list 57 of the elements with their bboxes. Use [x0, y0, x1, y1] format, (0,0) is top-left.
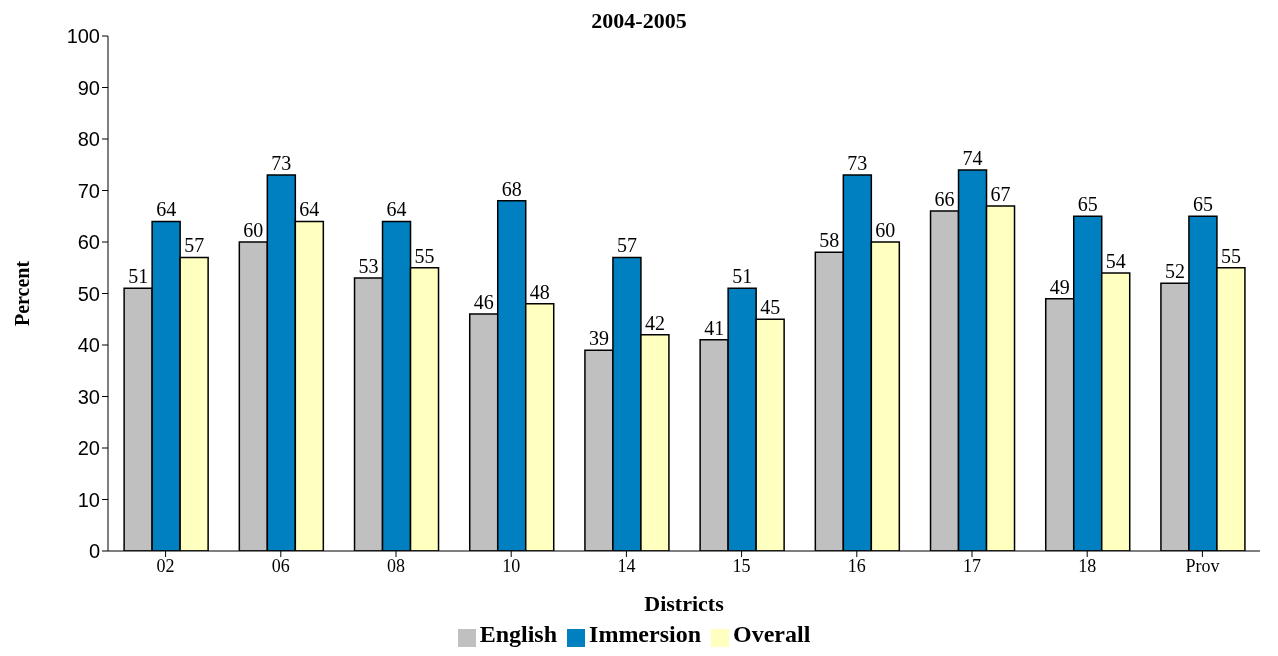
data-label: 51 [128, 265, 149, 288]
x-tick-label: 10 [502, 555, 521, 576]
data-label: 53 [358, 255, 379, 278]
data-label: 73 [847, 152, 868, 175]
x-tick-label: Prov [1185, 555, 1220, 576]
legend-label: English [479, 621, 558, 647]
chart-title: 2004-2005 [591, 8, 687, 33]
data-label: 74 [962, 146, 983, 169]
legend-label: Immersion [589, 621, 702, 647]
data-label: 57 [184, 234, 205, 257]
x-tick-label: 15 [732, 555, 751, 576]
data-label: 52 [1164, 260, 1185, 283]
data-label: 67 [990, 182, 1011, 205]
y-tick-label: 50 [77, 282, 100, 305]
y-tick-label: 30 [77, 385, 100, 408]
data-label: 55 [1220, 244, 1241, 267]
data-label: 49 [1049, 275, 1070, 298]
data-label: 51 [732, 265, 753, 288]
x-tick-label: 18 [1078, 555, 1097, 576]
data-label: 54 [1105, 249, 1126, 272]
x-tick-label: 08 [387, 555, 405, 576]
x-tick-label: 06 [271, 555, 290, 576]
data-label: 46 [473, 291, 494, 314]
data-label: 55 [414, 244, 435, 267]
x-tick-label: 14 [617, 555, 636, 576]
data-label: 41 [704, 316, 725, 339]
y-tick-label: 20 [77, 437, 100, 460]
data-label: 64 [156, 198, 177, 221]
data-label: 45 [760, 296, 781, 319]
y-tick-label: 40 [77, 334, 100, 357]
y-tick-label: 60 [77, 231, 100, 254]
data-label: 64 [299, 198, 320, 221]
y-axis-title: Percent [11, 260, 34, 327]
legend-label: Overall [733, 621, 811, 647]
data-label: 65 [1077, 193, 1098, 216]
y-tick-label: 90 [77, 76, 100, 99]
x-tick-label: 16 [847, 555, 866, 576]
y-tick-label: 70 [77, 179, 100, 202]
data-label: 57 [616, 234, 637, 257]
data-label: 73 [271, 152, 292, 175]
data-label: 42 [644, 311, 665, 334]
y-tick-label: 0 [88, 540, 100, 563]
x-tick-label: 02 [156, 555, 175, 576]
data-label: 39 [588, 327, 609, 350]
data-label: 60 [875, 219, 896, 241]
data-label: 64 [386, 198, 407, 221]
data-label: 60 [243, 219, 264, 241]
x-axis-title: Districts [644, 591, 725, 616]
data-label: 48 [529, 280, 550, 303]
x-tick-label: 17 [963, 555, 981, 576]
data-label: 58 [819, 229, 840, 252]
data-label: 65 [1192, 193, 1213, 216]
data-label: 68 [501, 177, 522, 200]
y-tick-label: 10 [77, 488, 100, 511]
y-tick-label: 80 [77, 128, 100, 151]
data-label: 66 [934, 188, 955, 211]
y-tick-label: 100 [66, 25, 100, 48]
